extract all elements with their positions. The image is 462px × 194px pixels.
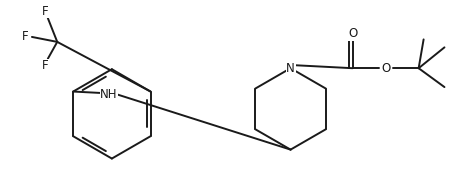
Text: N: N xyxy=(286,62,295,75)
Text: NH: NH xyxy=(100,87,118,100)
Text: F: F xyxy=(42,5,48,18)
Text: F: F xyxy=(22,30,28,43)
Text: O: O xyxy=(348,27,357,40)
Text: O: O xyxy=(381,62,390,75)
Text: F: F xyxy=(42,59,48,72)
